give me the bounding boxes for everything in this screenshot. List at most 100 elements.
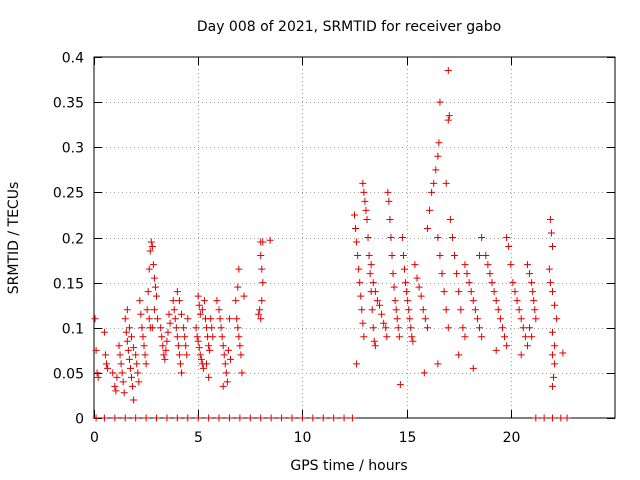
data-point [423,324,431,332]
data-point [194,414,202,422]
data-point [160,351,168,359]
data-point [519,324,527,332]
data-point [199,364,207,372]
data-point [482,252,490,260]
data-point [362,206,370,214]
data-point [173,414,181,422]
data-point [546,279,554,287]
data-point [206,346,214,354]
data-point [259,279,267,287]
data-point [171,315,179,323]
data-point [409,337,417,345]
data-point [492,346,500,354]
data-point [444,67,452,75]
data-point [351,211,358,219]
data-point [473,315,481,323]
data-point [369,324,377,332]
data-point [376,301,384,309]
data-point [159,342,167,350]
data-point [223,378,231,386]
data-point [119,378,127,386]
data-point [426,206,434,214]
data-point [257,252,265,260]
data-point [196,351,204,359]
axis-ticks: 0 0.05 0.1 0.15 0.2 0.25 0.3 0.35 0.4 0 5 10 15 20 [53,51,615,446]
data-point [529,288,537,296]
data-point [545,265,553,273]
data-point [256,306,264,314]
data-point [442,179,450,187]
data-point [434,152,442,160]
data-point [521,333,529,341]
data-point [530,297,538,305]
data-point [151,283,159,291]
data-point [235,333,243,341]
data-point [548,382,556,390]
data-point [217,324,225,332]
data-point [371,288,379,296]
data-point [278,414,286,422]
data-point [421,315,429,323]
data-point [101,351,109,359]
data-point [383,333,391,341]
y-tick-label: 0 [75,412,84,428]
data-point [150,274,158,282]
data-point [486,270,494,278]
data-point [298,414,306,422]
data-point [393,315,401,323]
data-point [402,279,410,287]
data-point [163,414,171,422]
data-point [149,261,157,269]
data-point [386,215,394,223]
data-point [358,306,366,314]
data-point [398,234,406,241]
data-point [116,351,124,359]
y-tick-label: 0.1 [62,322,84,338]
data-point [467,288,475,296]
data-point [403,288,411,296]
data-point [227,355,235,363]
data-point [392,306,400,314]
data-point [121,315,129,323]
data-point [513,297,521,305]
data-point [258,265,266,273]
data-point [257,414,265,422]
data-point [236,342,244,350]
data-point [563,414,571,422]
data-point [216,315,224,323]
data-point [222,369,230,377]
data-point [178,310,186,318]
data-point [559,349,567,357]
data-point [132,351,140,359]
data-point [104,364,112,372]
data-point [436,252,444,260]
data-point [142,360,150,368]
data-point [523,342,531,350]
data-point [548,328,556,336]
data-point [178,369,186,377]
data-point [399,252,407,260]
data-point [126,364,134,372]
data-point [526,324,534,332]
data-point [288,414,296,422]
data-point [548,288,556,296]
data-point [501,333,509,341]
data-point [463,270,471,278]
data-point [453,270,461,278]
data-point [148,324,156,332]
data-point [132,414,140,422]
data-point [526,270,534,278]
data-point [496,315,504,323]
data-point [220,351,228,359]
data-point [353,238,361,246]
data-point [471,306,479,314]
data-point [448,234,456,241]
data-point [144,288,152,296]
data-point [258,297,266,305]
data-point [175,297,183,305]
data-point [91,315,99,323]
data-point [436,98,444,106]
data-point [551,301,559,309]
data-point [492,297,500,305]
data-point [192,324,200,332]
